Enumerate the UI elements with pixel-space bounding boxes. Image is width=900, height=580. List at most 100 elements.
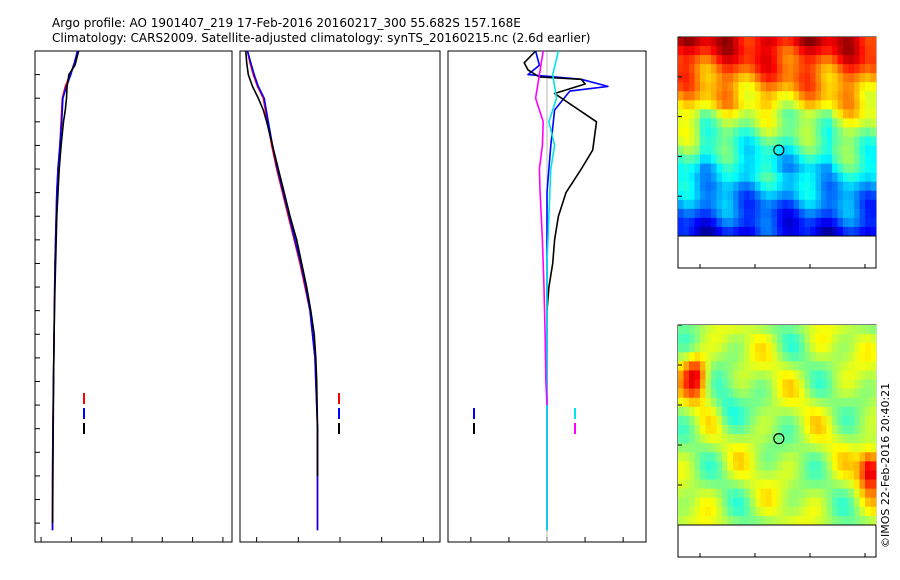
map-cell: [760, 425, 767, 435]
map-cell: [782, 181, 789, 192]
map-cell: [733, 515, 739, 526]
map-cell: [848, 479, 855, 490]
map-cell: [694, 352, 701, 362]
map-cell: [799, 37, 805, 47]
map-cell: [804, 226, 811, 237]
map-cell: [859, 361, 866, 371]
map-cell: [815, 497, 822, 508]
map-cell: [815, 361, 822, 371]
map-cell: [733, 379, 739, 390]
map-cell: [832, 361, 838, 371]
map-cell: [738, 64, 745, 74]
map-cell: [848, 443, 855, 453]
map-cell: [716, 379, 723, 390]
map-cell: [826, 415, 833, 426]
map-cell: [711, 172, 717, 183]
map-cell: [689, 515, 695, 526]
map-cell: [832, 515, 838, 526]
map-cell: [738, 343, 745, 353]
map-cell: [837, 226, 844, 237]
map-cell: [821, 208, 827, 219]
map-cell: [870, 136, 877, 146]
map-cell: [782, 361, 789, 371]
map-cell: [777, 352, 783, 362]
map-cell: [859, 452, 866, 462]
map-cell: [859, 64, 866, 74]
map-cell: [760, 208, 767, 219]
map-cell: [826, 136, 833, 146]
map-cell: [799, 343, 805, 353]
map-cell: [859, 325, 866, 335]
map-cell: [837, 217, 844, 228]
map-cell: [689, 181, 695, 192]
map-cell: [749, 470, 756, 480]
map-cell: [865, 109, 871, 119]
map-cell: [832, 452, 838, 462]
map-cell: [788, 181, 794, 192]
map-cell: [760, 73, 767, 83]
map-cell: [782, 443, 789, 453]
map-cell: [843, 226, 849, 237]
map-cell: [837, 163, 844, 174]
map-cell: [771, 343, 778, 353]
map-cell: [766, 388, 772, 399]
map-cell: [711, 361, 717, 371]
map-cell: [760, 136, 767, 146]
map-cell: [760, 118, 767, 128]
map-cell: [716, 172, 723, 183]
map-cell: [810, 199, 816, 210]
map-cell: [804, 64, 811, 74]
map-cell: [859, 190, 866, 201]
map-cell: [771, 217, 778, 228]
map-cell: [744, 190, 750, 201]
map-cell: [777, 82, 783, 92]
map-cell: [689, 379, 695, 390]
map-cell: [810, 425, 816, 435]
map-cell: [832, 55, 838, 65]
map-cell: [821, 497, 827, 508]
map-cell: [788, 109, 794, 119]
map-cell: [700, 334, 706, 344]
map-cell: [738, 118, 745, 128]
map-cell: [848, 163, 855, 174]
map-cell: [859, 379, 866, 390]
map-cell: [859, 37, 866, 47]
map-cell: [689, 452, 695, 462]
map-cell: [788, 425, 794, 435]
map-cell: [689, 470, 695, 480]
map-cell: [760, 325, 767, 335]
map-cell: [727, 352, 734, 362]
map-cell: [705, 82, 712, 92]
map-cell: [722, 434, 728, 444]
map-cell: [843, 325, 849, 335]
map-cell: [722, 172, 728, 183]
map-cell: [766, 217, 772, 228]
map-cell: [777, 118, 783, 128]
map-cell: [678, 515, 684, 526]
map-cell: [821, 154, 827, 165]
map-cell: [700, 488, 706, 499]
map-cell: [777, 55, 783, 65]
map-cell: [700, 443, 706, 453]
map-cell: [705, 208, 712, 219]
map-cell: [716, 55, 723, 65]
map-cell: [771, 334, 778, 344]
map-cell: [760, 217, 767, 228]
map-cell: [826, 506, 833, 517]
map-cell: [733, 46, 739, 56]
map-cell: [766, 443, 772, 453]
map-cell: [788, 406, 794, 417]
map-cell: [788, 352, 794, 362]
map-cell: [854, 145, 860, 155]
map-cell: [771, 37, 778, 47]
map-cell: [793, 109, 800, 119]
map-cell: [821, 461, 827, 471]
map-cell: [810, 488, 816, 499]
map-cell: [760, 64, 767, 74]
map-cell: [727, 100, 734, 110]
map-cell: [832, 470, 838, 480]
map-cell: [799, 470, 805, 480]
map-cell: [689, 361, 695, 371]
map-cell: [694, 64, 701, 74]
map-cell: [755, 181, 761, 192]
